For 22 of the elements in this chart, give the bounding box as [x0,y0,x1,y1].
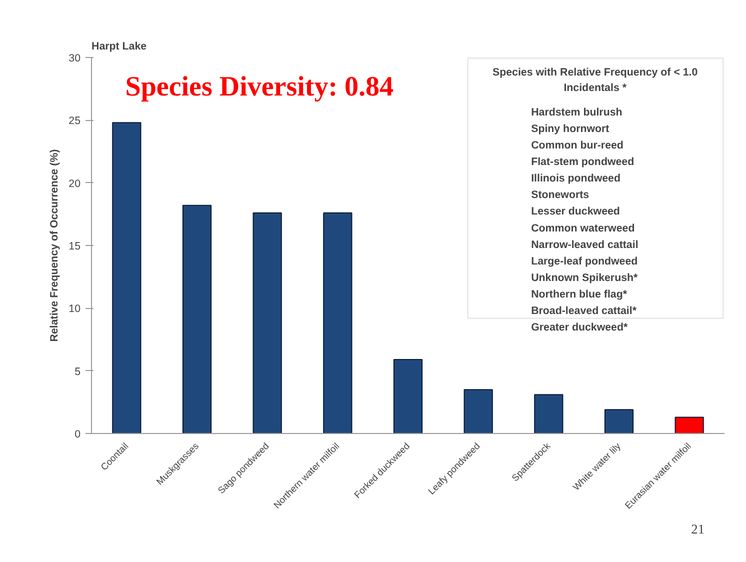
bar [393,359,423,434]
y-tick-label: 25 [68,115,81,128]
y-axis-title: Relative Frequency of Occurrence (%) [48,148,61,342]
annotation: Species with Relative Frequency of < 1.0 Incidentals * [492,66,698,94]
bar [182,204,212,434]
y-tick-label: 0 [74,428,81,440]
chart-title: Harpt Lake [92,40,147,52]
annotation: Species Diversity: 0.84 [125,72,394,103]
y-tick-label: 30 [68,52,81,64]
y-tick-label: 10 [68,303,81,316]
bar [464,389,493,434]
bar [252,212,282,434]
y-tick-label: 20 [68,178,81,190]
bar [604,409,634,434]
bar [323,212,352,434]
text: 21 [691,522,704,536]
bar [534,394,564,434]
y-tick-label: 5 [74,366,81,378]
y-tick-label: 15 [68,240,81,252]
bar [674,416,704,434]
text: Hardstem bulrush Spiny hornwort Common bur-reed Flat-stem pondweed Illinois pondweed Stoneworts Lesser duckweed Common waterweed Narrow-leaved cattail Large-leaf pondweed Unknown Spikerush* Northern blue flag* Broad-leaved cattail* Greater duckweed* [531,106,638,334]
bar [112,122,142,434]
